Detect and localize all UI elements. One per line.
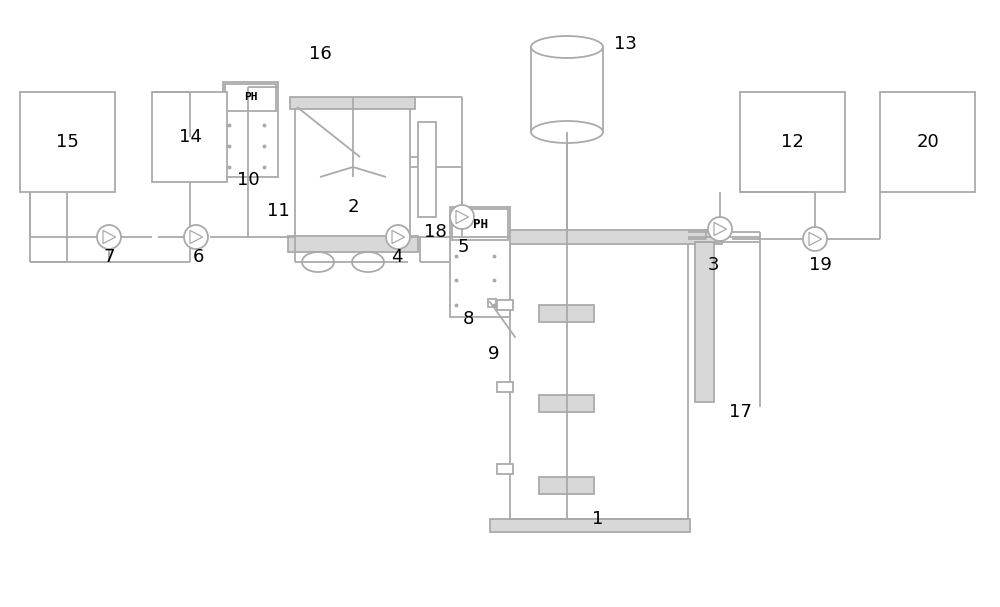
- Circle shape: [386, 225, 410, 249]
- Text: 9: 9: [488, 345, 500, 363]
- Bar: [452, 209, 508, 240]
- Bar: [418, 122, 436, 217]
- Bar: [488, 299, 496, 307]
- Text: PH: PH: [473, 218, 488, 231]
- Text: 3: 3: [707, 256, 719, 274]
- Bar: [539, 395, 594, 412]
- Circle shape: [803, 227, 827, 251]
- Bar: [152, 92, 227, 182]
- Text: 13: 13: [614, 35, 636, 53]
- Polygon shape: [392, 231, 405, 243]
- Bar: [290, 97, 415, 109]
- Bar: [497, 382, 513, 392]
- Bar: [20, 92, 115, 192]
- Text: 4: 4: [391, 248, 403, 266]
- Text: 1: 1: [592, 510, 604, 528]
- Bar: [490, 519, 690, 532]
- Circle shape: [450, 205, 474, 229]
- Bar: [450, 207, 510, 317]
- Text: 14: 14: [179, 128, 201, 146]
- Polygon shape: [190, 231, 203, 243]
- Text: 11: 11: [267, 202, 289, 220]
- Polygon shape: [809, 232, 822, 246]
- Polygon shape: [456, 211, 469, 223]
- Text: 8: 8: [462, 310, 474, 328]
- Text: 17: 17: [729, 403, 751, 421]
- Bar: [497, 300, 513, 310]
- Text: 10: 10: [237, 171, 259, 189]
- Bar: [740, 92, 845, 192]
- Text: PH: PH: [244, 92, 257, 103]
- Bar: [288, 236, 418, 252]
- Circle shape: [708, 217, 732, 241]
- Bar: [295, 107, 410, 237]
- Text: 12: 12: [781, 133, 803, 151]
- Bar: [223, 82, 278, 177]
- Text: 16: 16: [309, 45, 331, 63]
- Bar: [695, 242, 714, 402]
- Text: 19: 19: [809, 256, 831, 274]
- Bar: [497, 464, 513, 474]
- Polygon shape: [103, 231, 116, 243]
- Text: 18: 18: [424, 223, 446, 241]
- Text: 15: 15: [56, 133, 78, 151]
- Text: 6: 6: [192, 248, 204, 266]
- Bar: [539, 477, 594, 494]
- Circle shape: [97, 225, 121, 249]
- Text: 7: 7: [103, 248, 115, 266]
- Text: 5: 5: [457, 238, 469, 256]
- Text: 20: 20: [917, 133, 939, 151]
- Bar: [880, 92, 975, 192]
- Text: 2: 2: [347, 198, 359, 216]
- Circle shape: [184, 225, 208, 249]
- Bar: [225, 84, 276, 110]
- Polygon shape: [714, 222, 727, 236]
- Bar: [539, 305, 594, 322]
- Bar: [467, 230, 722, 244]
